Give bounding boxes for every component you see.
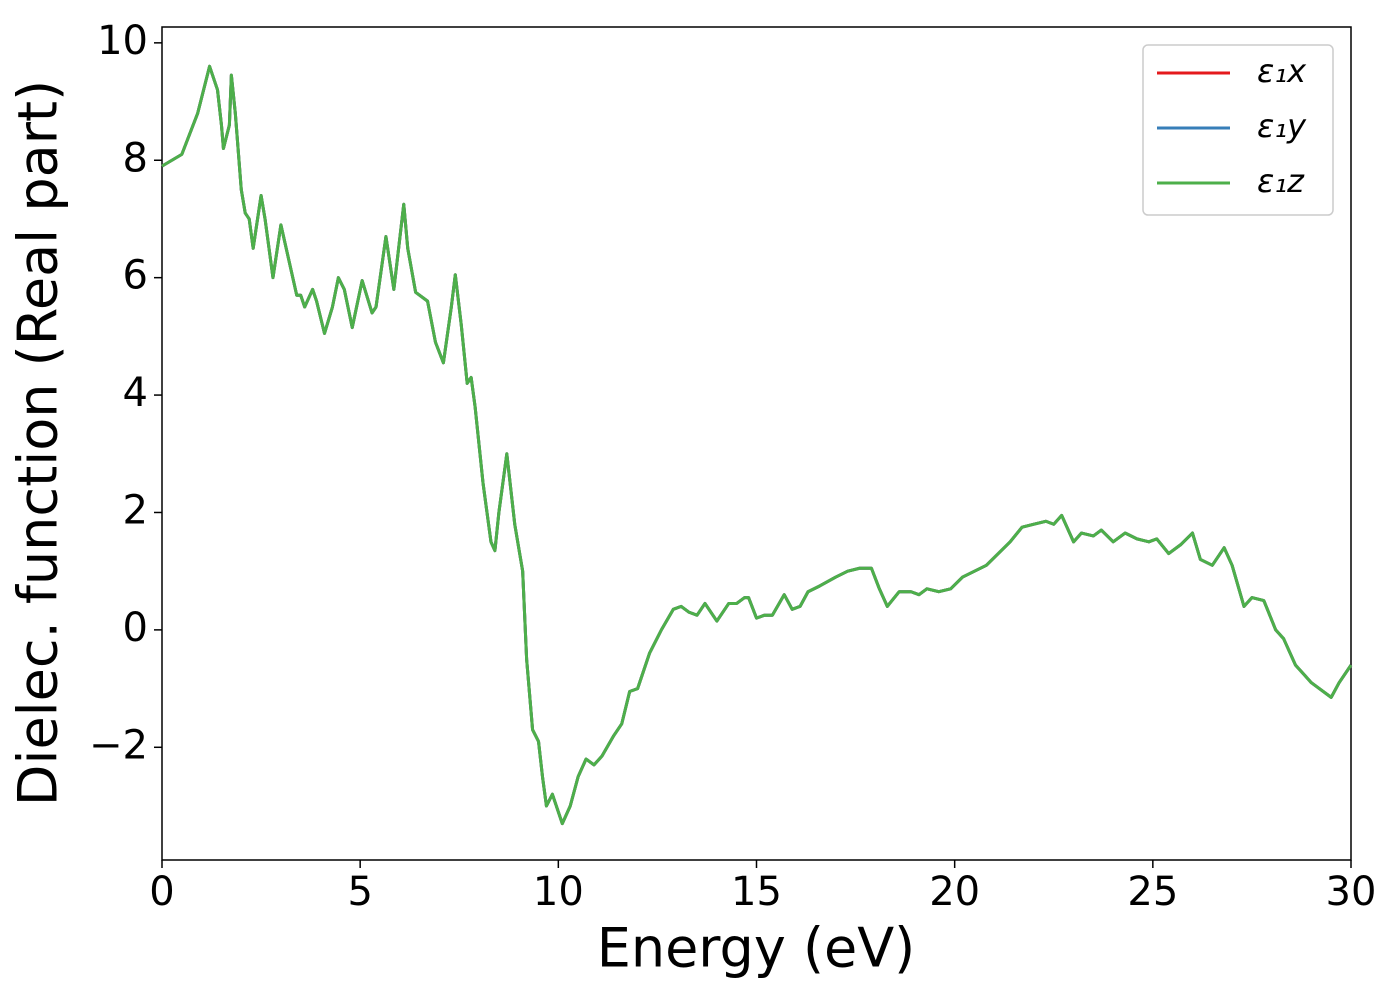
legend-label: ε₁y xyxy=(1257,107,1307,145)
series-line xyxy=(161,64,1353,826)
x-tick-label: 25 xyxy=(1127,869,1178,915)
x-tick-label: 0 xyxy=(149,869,174,915)
y-tick-label: 2 xyxy=(123,487,148,533)
y-tick-label: −2 xyxy=(89,722,148,768)
x-tick-label: 20 xyxy=(929,869,980,915)
y-tick-label: 0 xyxy=(123,605,148,651)
y-axis-label: Dielec. function (Real part) xyxy=(7,80,70,806)
y-tick-label: 6 xyxy=(123,253,148,299)
x-tick-label: 10 xyxy=(533,869,584,915)
y-tick-label: 8 xyxy=(123,135,148,181)
x-tick-label: 15 xyxy=(731,869,782,915)
y-tick-label: 4 xyxy=(123,370,148,416)
x-tick-label: 30 xyxy=(1326,869,1377,915)
x-tick-label: 5 xyxy=(347,869,372,915)
legend-label: ε₁z xyxy=(1257,162,1305,200)
x-axis-label: Energy (eV) xyxy=(597,917,916,980)
legend-label: ε₁x xyxy=(1257,52,1307,90)
y-tick-label: 10 xyxy=(97,18,148,64)
legend-box xyxy=(1142,44,1334,216)
